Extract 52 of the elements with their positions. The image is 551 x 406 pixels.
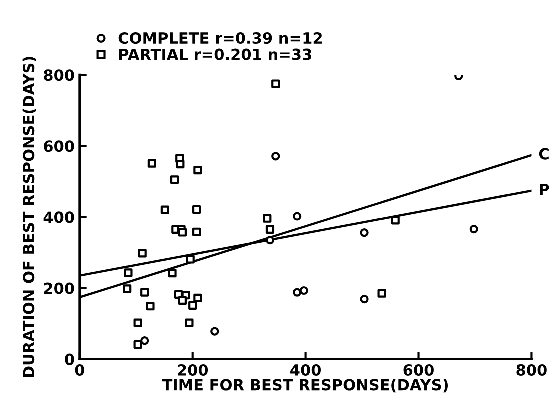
point [178,296,187,305]
point [124,268,133,278]
y-tick-label: 200 [44,282,74,294]
point [263,214,272,223]
point [360,294,369,304]
point [140,336,150,346]
point [194,166,202,175]
x-tick-label: 600 [404,364,434,376]
x-tick-label: 800 [516,364,547,376]
annotation: C [539,148,549,160]
point [185,318,194,328]
x-tick-label: 200 [178,364,208,376]
point [266,236,275,245]
point [194,294,202,303]
y-tick-label: 800 [44,70,74,82]
point [168,269,177,278]
point [210,327,220,336]
point [470,224,478,234]
point [188,301,198,310]
legend-label: COMPLETE r=0.39 n=12 [118,32,322,44]
point [272,152,280,161]
point [360,228,369,238]
point [123,284,132,294]
point [293,212,302,221]
point [178,228,187,237]
y-tick-label: 600 [44,140,74,152]
point [170,176,180,184]
annotation: P [540,184,550,196]
point [300,286,308,296]
point [148,159,156,168]
x-axis-title: TIME FOR BEST RESPONSE(DAYS) [162,378,448,393]
point [134,318,142,328]
point [186,255,195,264]
point [134,340,142,350]
point [293,288,302,297]
point [391,216,400,225]
point [140,288,150,297]
point [160,206,170,214]
point [266,225,275,234]
y-axis-title: DURATION OF BEST RESPONSE(DAYS) [22,57,36,378]
point [192,205,202,214]
legend-label: PARTIAL r=0.201 n=33 [119,48,312,60]
y-tick-label: 400 [44,212,74,224]
point [176,160,185,169]
point [146,302,155,311]
x-tick-label: 400 [290,364,322,376]
point [378,289,386,298]
point [192,228,202,236]
point [272,80,280,88]
y-tick-label: 0 [65,354,74,366]
x-tick-label: 0 [75,364,84,376]
point [138,249,147,258]
